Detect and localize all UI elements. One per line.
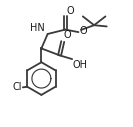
Text: HN: HN <box>30 23 45 33</box>
Text: O: O <box>63 30 71 40</box>
Text: O: O <box>79 26 87 36</box>
Text: O: O <box>67 6 74 16</box>
Text: OH: OH <box>73 60 88 70</box>
Text: Cl: Cl <box>13 82 22 92</box>
